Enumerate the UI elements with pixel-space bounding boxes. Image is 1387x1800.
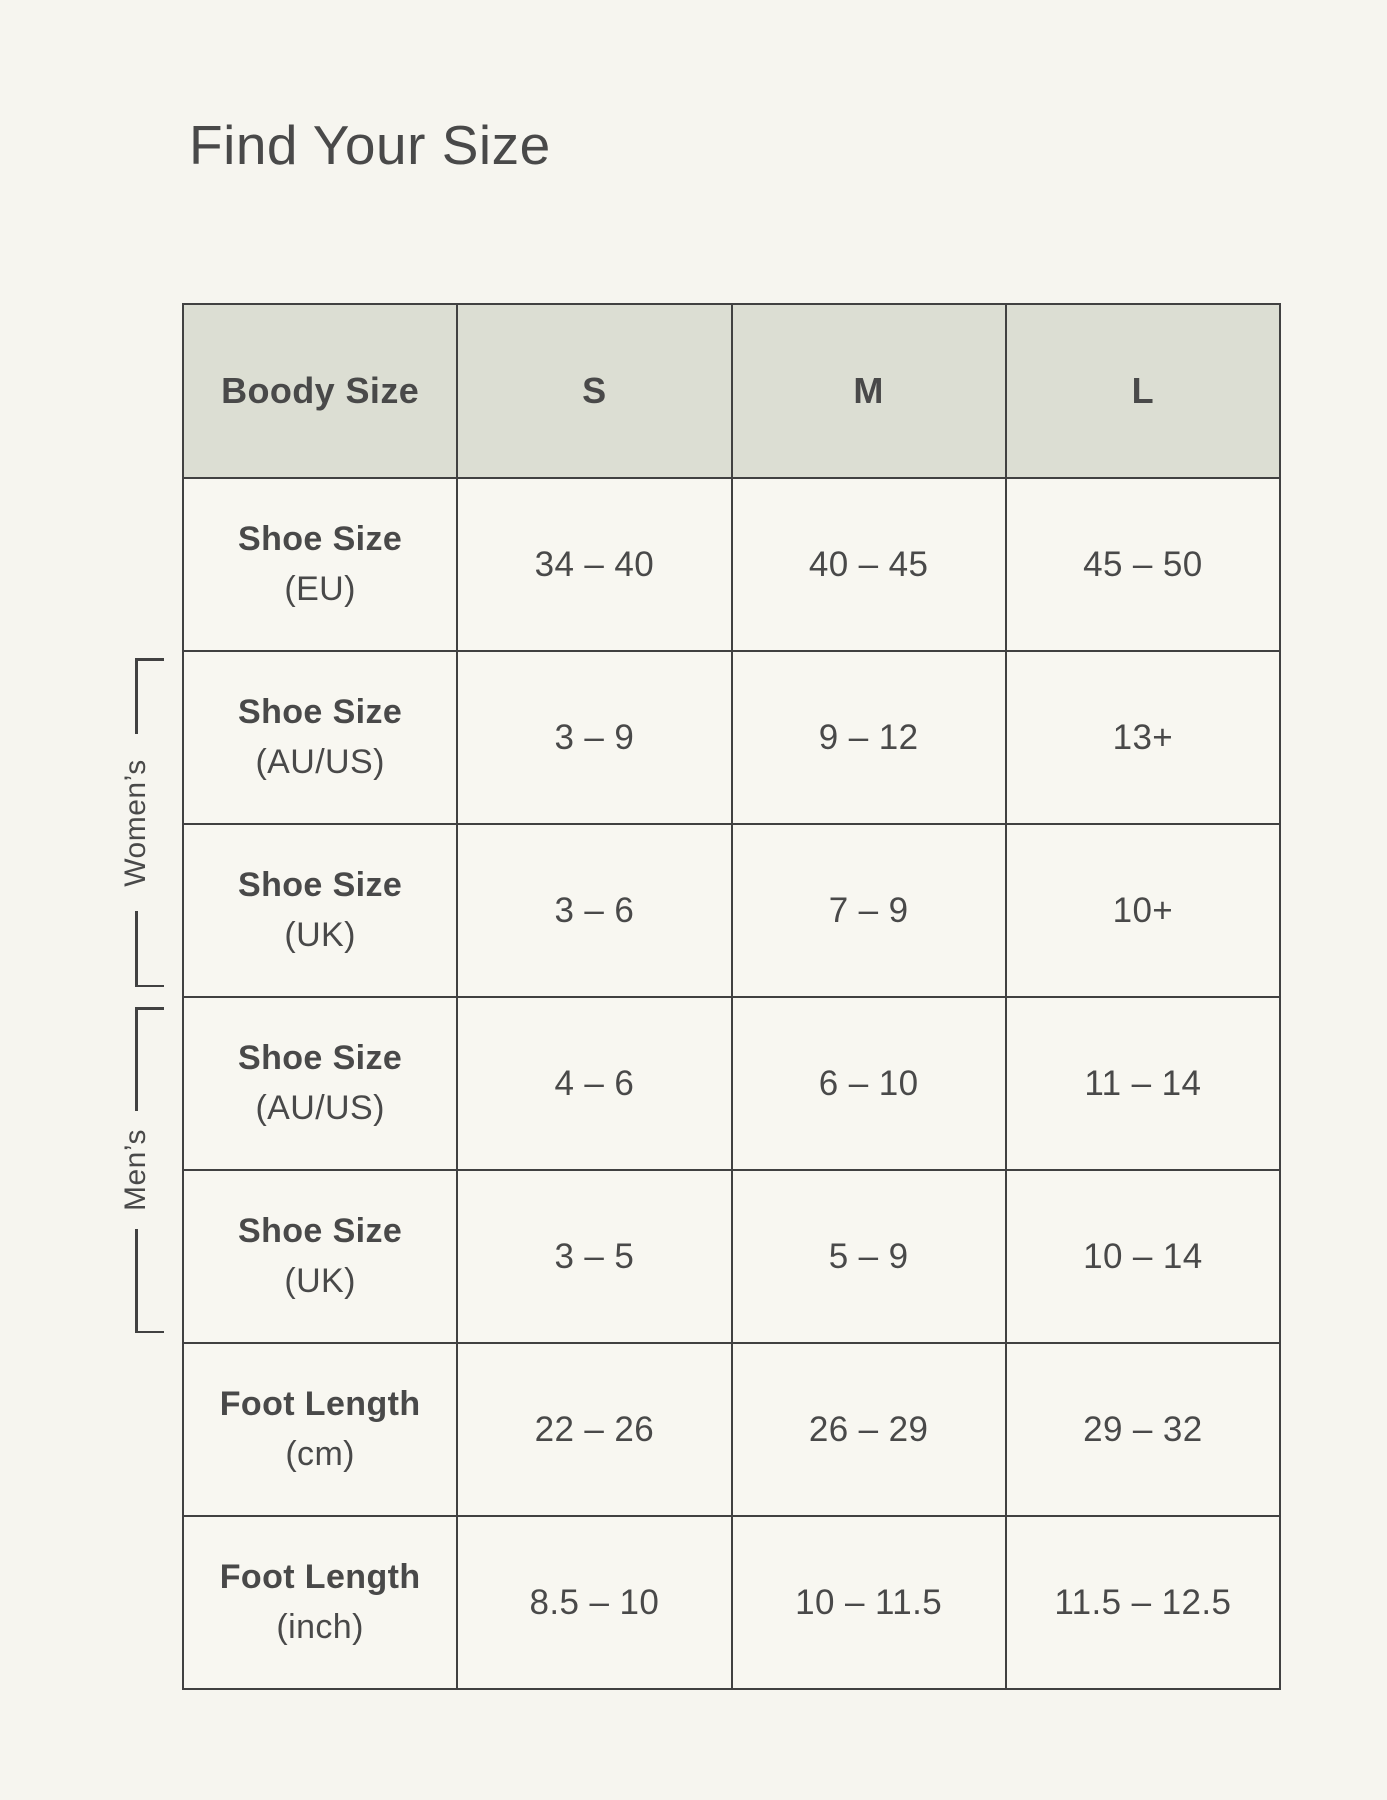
bracket-tick-top <box>135 1007 164 1010</box>
row-label-cell: Shoe Size (UK) <box>181 823 459 998</box>
row-unit: (AU/US) <box>255 1088 385 1127</box>
table-row: Shoe Size (UK) 3 – 5 5 – 9 10 – 14 <box>181 1169 1282 1344</box>
cell-l: 13+ <box>1004 650 1282 825</box>
cell-l: 10+ <box>1004 823 1282 998</box>
cell-l: 29 – 32 <box>1004 1342 1282 1517</box>
cell-m: 10 – 11.5 <box>730 1515 1007 1690</box>
row-unit: (UK) <box>284 915 356 954</box>
cell-m: 26 – 29 <box>730 1342 1007 1517</box>
womens-group-label: Women’s <box>119 758 152 887</box>
row-label: Shoe Size <box>238 1039 403 1078</box>
cell-m: 5 – 9 <box>730 1169 1007 1344</box>
header-size-s: S <box>456 303 733 479</box>
size-chart-table: Boody Size S M L Shoe Size (EU) 34 – 40 … <box>181 303 1282 1690</box>
row-label-cell: Foot Length (cm) <box>181 1342 459 1517</box>
cell-s: 22 – 26 <box>456 1342 733 1517</box>
row-label: Foot Length <box>219 1385 421 1424</box>
row-label-cell: Shoe Size (AU/US) <box>181 650 459 825</box>
row-label: Shoe Size <box>238 520 403 559</box>
cell-s: 4 – 6 <box>456 996 733 1171</box>
table-header-row: Boody Size S M L <box>181 303 1282 479</box>
bracket-tick-bottom <box>135 1330 164 1333</box>
table-row: Shoe Size (AU/US) 3 – 9 9 – 12 13+ <box>181 650 1282 825</box>
bracket-line-bottom <box>135 1229 138 1333</box>
cell-s: 3 – 5 <box>456 1169 733 1344</box>
table-row: Foot Length (cm) 22 – 26 26 – 29 29 – 32 <box>181 1342 1282 1517</box>
row-label-cell: Shoe Size (AU/US) <box>181 996 459 1171</box>
cell-l: 45 – 50 <box>1004 477 1282 652</box>
cell-m: 40 – 45 <box>730 477 1007 652</box>
header-size-m: M <box>730 303 1007 479</box>
header-boody-size: Boody Size <box>181 303 459 479</box>
mens-group-label: Men’s <box>119 1129 152 1211</box>
page-title: Find Your Size <box>189 114 551 176</box>
row-label: Shoe Size <box>238 866 403 905</box>
row-label: Shoe Size <box>238 693 403 732</box>
bracket-tick-top <box>135 658 164 661</box>
cell-s: 3 – 9 <box>456 650 733 825</box>
cell-s: 8.5 – 10 <box>456 1515 733 1690</box>
bracket-tick-bottom <box>135 984 164 987</box>
row-unit: (inch) <box>276 1607 364 1646</box>
row-unit: (cm) <box>285 1434 355 1473</box>
womens-group-bracket: Women’s <box>119 658 165 987</box>
row-unit: (UK) <box>284 1261 356 1300</box>
bracket-line-bottom <box>135 911 138 987</box>
row-unit: (AU/US) <box>255 742 385 781</box>
bracket-line-top <box>135 1007 138 1111</box>
table-row: Shoe Size (AU/US) 4 – 6 6 – 10 11 – 14 <box>181 996 1282 1171</box>
row-label: Foot Length <box>219 1558 421 1597</box>
table-row: Shoe Size (EU) 34 – 40 40 – 45 45 – 50 <box>181 477 1282 652</box>
header-size-l: L <box>1004 303 1282 479</box>
table-row: Foot Length (inch) 8.5 – 10 10 – 11.5 11… <box>181 1515 1282 1690</box>
cell-s: 34 – 40 <box>456 477 733 652</box>
cell-s: 3 – 6 <box>456 823 733 998</box>
cell-l: 11.5 – 12.5 <box>1004 1515 1282 1690</box>
cell-m: 9 – 12 <box>730 650 1007 825</box>
row-label-cell: Shoe Size (UK) <box>181 1169 459 1344</box>
cell-l: 10 – 14 <box>1004 1169 1282 1344</box>
row-unit: (EU) <box>284 569 356 608</box>
row-label: Shoe Size <box>238 1212 403 1251</box>
mens-group-bracket: Men’s <box>119 1007 165 1333</box>
table-row: Shoe Size (UK) 3 – 6 7 – 9 10+ <box>181 823 1282 998</box>
row-label-cell: Shoe Size (EU) <box>181 477 459 652</box>
cell-m: 7 – 9 <box>730 823 1007 998</box>
cell-l: 11 – 14 <box>1004 996 1282 1171</box>
row-label-cell: Foot Length (inch) <box>181 1515 459 1690</box>
cell-m: 6 – 10 <box>730 996 1007 1171</box>
bracket-line-top <box>135 658 138 734</box>
